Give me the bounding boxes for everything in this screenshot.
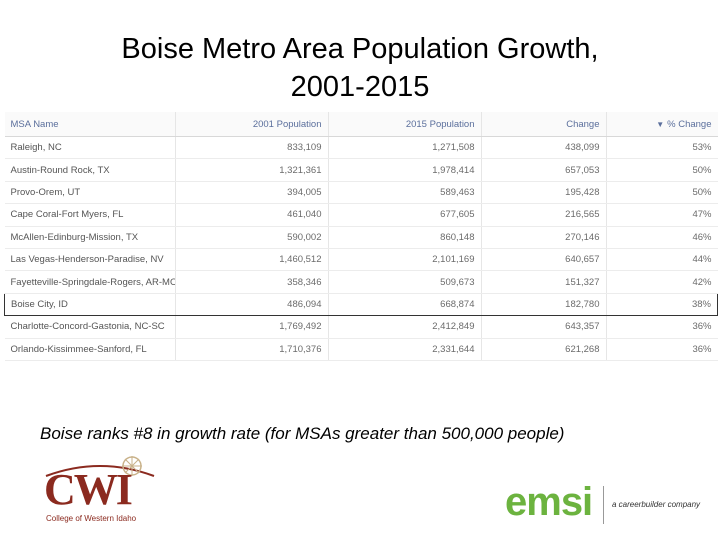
cell-msa-name: Raleigh, NC bbox=[4, 136, 176, 160]
cell-population-2015: 1,978,414 bbox=[328, 158, 482, 182]
cell-population-2001: 1,710,376 bbox=[175, 338, 329, 361]
cell-population-2015: 677,605 bbox=[328, 203, 482, 227]
cell-population-2015: 589,463 bbox=[328, 181, 482, 205]
table-row: Las Vegas-Henderson-Paradise, NV 1,460,51… bbox=[4, 248, 718, 272]
table-row: Raleigh, NC 833,109 1,271,508 438,099 53% bbox=[4, 136, 718, 160]
cell-population-2001: 1,769,492 bbox=[175, 315, 329, 339]
cell-msa-name: Charlotte-Concord-Gastonia, NC-SC bbox=[4, 315, 176, 339]
population-table: MSA Name 2001 Population 2015 Population… bbox=[4, 112, 718, 361]
cell-change: 270,146 bbox=[481, 226, 607, 249]
cell-percent-change: 36% bbox=[606, 338, 718, 361]
cwi-logo-mark: CWI bbox=[44, 465, 133, 514]
column-header-msa-name[interactable]: MSA Name bbox=[4, 112, 176, 137]
table-row: Fayetteville-Springdale-Rogers, AR-MO 358… bbox=[4, 270, 718, 294]
cell-population-2015: 2,101,169 bbox=[328, 248, 482, 272]
slide-title: Boise Metro Area Population Growth, 2001… bbox=[121, 33, 599, 103]
cell-msa-name: Cape Coral-Fort Myers, FL bbox=[4, 203, 176, 227]
cell-percent-change: 50% bbox=[606, 181, 718, 205]
cell-change: 621,268 bbox=[481, 338, 607, 361]
cell-population-2015: 860,148 bbox=[328, 226, 482, 249]
cell-population-2015: 2,412,849 bbox=[328, 315, 482, 339]
cell-change: 643,357 bbox=[481, 315, 607, 339]
cell-percent-change: 47% bbox=[606, 203, 718, 227]
cell-msa-name: Provo-Orem, UT bbox=[4, 181, 176, 205]
cell-change: 640,657 bbox=[481, 248, 607, 272]
emsi-logo-tagline: a careerbuilder company bbox=[612, 500, 701, 509]
cell-population-2001: 486,094 bbox=[175, 292, 329, 317]
cell-msa-name: Austin-Round Rock, TX bbox=[4, 158, 176, 182]
cell-percent-change: 44% bbox=[606, 248, 718, 272]
cell-msa-name: Las Vegas-Henderson-Paradise, NV bbox=[4, 248, 176, 272]
cell-population-2001: 461,040 bbox=[175, 203, 329, 227]
cell-change: 195,428 bbox=[481, 181, 607, 205]
cell-population-2001: 833,109 bbox=[175, 136, 329, 160]
cell-population-2001: 394,005 bbox=[175, 181, 329, 205]
cell-msa-name: McAllen-Edinburg-Mission, TX bbox=[4, 226, 176, 249]
cell-population-2001: 1,321,361 bbox=[175, 158, 329, 182]
sort-descending-icon[interactable]: ▼ bbox=[656, 119, 665, 129]
table-row: McAllen-Edinburg-Mission, TX 590,002 860,1… bbox=[4, 226, 718, 249]
column-header-percent-change-label: % Change bbox=[667, 118, 712, 130]
emsi-logo-divider bbox=[603, 486, 604, 524]
population-table-container: MSA Name 2001 Population 2015 Population… bbox=[4, 112, 718, 366]
cell-population-2015: 1,271,508 bbox=[328, 136, 482, 160]
cell-change: 182,780 bbox=[481, 292, 607, 317]
cell-change: 438,099 bbox=[481, 136, 607, 160]
cell-change: 151,327 bbox=[481, 270, 607, 294]
cell-msa-name: Boise City, ID bbox=[4, 292, 176, 317]
cell-population-2015: 2,331,644 bbox=[328, 338, 482, 361]
cell-percent-change: 53% bbox=[606, 136, 718, 160]
column-header-2015-population[interactable]: 2015 Population bbox=[328, 112, 482, 137]
table-row: Austin-Round Rock, TX 1,321,361 1,978,414 6… bbox=[4, 158, 718, 182]
emsi-logo-mark: emsi bbox=[505, 480, 593, 524]
ranking-caption: Boise ranks #8 in growth rate (for MSAs … bbox=[40, 424, 565, 443]
cell-population-2001: 358,346 bbox=[175, 270, 329, 294]
column-header-change[interactable]: Change bbox=[481, 112, 607, 137]
cell-msa-name: Orlando-Kissimmee-Sanford, FL bbox=[4, 338, 176, 361]
cell-percent-change: 50% bbox=[606, 158, 718, 182]
cell-change: 216,565 bbox=[481, 203, 607, 227]
column-header-percent-change[interactable]: ▼% Change bbox=[606, 112, 718, 137]
cell-population-2015: 668,874 bbox=[328, 292, 482, 317]
cell-change: 657,053 bbox=[481, 158, 607, 182]
cell-population-2001: 1,460,512 bbox=[175, 248, 329, 272]
cell-msa-name: Fayetteville-Springdale-Rogers, AR-MO bbox=[4, 270, 176, 294]
cwi-logo-subtitle: College of Western Idaho bbox=[46, 514, 137, 523]
cell-percent-change: 36% bbox=[606, 315, 718, 339]
cell-population-2015: 509,673 bbox=[328, 270, 482, 294]
cell-percent-change: 42% bbox=[606, 270, 718, 294]
table-row: Charlotte-Concord-Gastonia, NC-SC 1,769,4… bbox=[4, 315, 718, 339]
table-row: Provo-Orem, UT 394,005 589,463 195,428 50% bbox=[4, 181, 718, 205]
table-row: Boise City, ID 486,094 668,874 182,780 38% bbox=[4, 292, 718, 317]
cell-percent-change: 46% bbox=[606, 226, 718, 249]
table-row: Orlando-Kissimmee-Sanford, FL 1,710,376 2,… bbox=[4, 338, 718, 361]
cwi-seal-icon bbox=[45, 456, 155, 477]
cell-percent-change: 38% bbox=[606, 292, 718, 317]
table-row: Cape Coral-Fort Myers, FL 461,040 677,605 2… bbox=[4, 203, 718, 227]
table-header-row: MSA Name 2001 Population 2015 Population… bbox=[4, 112, 718, 137]
column-header-2001-population[interactable]: 2001 Population bbox=[175, 112, 329, 137]
cell-population-2001: 590,002 bbox=[175, 226, 329, 249]
